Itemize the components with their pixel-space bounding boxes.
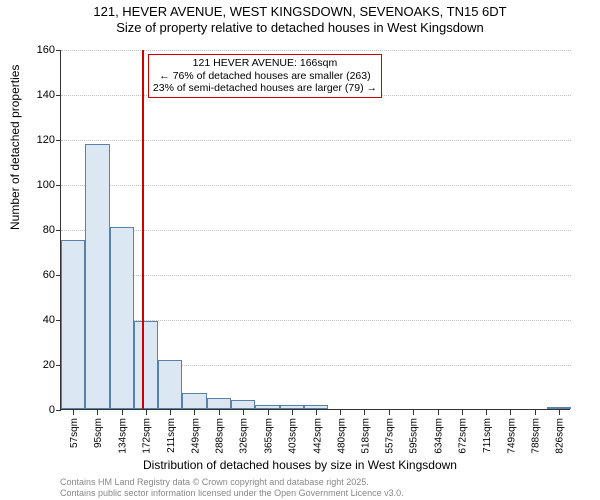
title-line2: Size of property relative to detached ho… xyxy=(0,20,600,36)
ytick-label: 140 xyxy=(0,89,55,101)
footer-line2: Contains public sector information licen… xyxy=(60,488,590,498)
title-line1: 121, HEVER AVENUE, WEST KINGSDOWN, SEVEN… xyxy=(0,4,600,20)
gridline xyxy=(61,50,571,51)
gridline xyxy=(61,140,571,141)
ytick-label: 160 xyxy=(0,44,55,56)
histogram-bar xyxy=(134,321,159,409)
xtick-mark xyxy=(364,410,365,415)
ytick-label: 80 xyxy=(0,224,55,236)
ytick-label: 60 xyxy=(0,269,55,281)
annotation-line3: 23% of semi-detached houses are larger (… xyxy=(153,82,377,95)
title-block: 121, HEVER AVENUE, WEST KINGSDOWN, SEVEN… xyxy=(0,0,600,35)
annotation-box: 121 HEVER AVENUE: 166sqm← 76% of detache… xyxy=(148,54,382,98)
xtick-mark xyxy=(510,410,511,415)
footer-line1: Contains HM Land Registry data © Crown c… xyxy=(60,477,590,487)
histogram-bar xyxy=(280,405,304,410)
xtick-mark xyxy=(316,410,317,415)
x-axis-label: Distribution of detached houses by size … xyxy=(0,458,600,472)
xtick-mark xyxy=(194,410,195,415)
xtick-mark xyxy=(170,410,171,415)
xtick-mark xyxy=(486,410,487,415)
gridline xyxy=(61,185,571,186)
ytick-mark xyxy=(56,185,61,186)
ytick-mark xyxy=(56,50,61,51)
annotation-line2: ← 76% of detached houses are smaller (26… xyxy=(153,70,377,83)
ytick-mark xyxy=(56,95,61,96)
ytick-mark xyxy=(56,410,61,411)
xtick-mark xyxy=(438,410,439,415)
histogram-bar xyxy=(255,405,280,410)
histogram-bar xyxy=(182,393,207,409)
xtick-mark xyxy=(146,410,147,415)
xtick-mark xyxy=(535,410,536,415)
xtick-mark xyxy=(292,410,293,415)
histogram-bar xyxy=(110,227,134,409)
xtick-mark xyxy=(559,410,560,415)
xtick-mark xyxy=(243,410,244,415)
xtick-mark xyxy=(73,410,74,415)
chart-area: 121 HEVER AVENUE: 166sqm← 76% of detache… xyxy=(60,50,570,410)
histogram-bar xyxy=(231,400,255,409)
histogram-bar xyxy=(85,144,110,410)
gridline xyxy=(61,230,571,231)
ytick-label: 120 xyxy=(0,134,55,146)
histogram-bar xyxy=(304,405,329,410)
ytick-mark xyxy=(56,230,61,231)
gridline xyxy=(61,275,571,276)
xtick-mark xyxy=(389,410,390,415)
histogram-bar xyxy=(547,407,571,409)
xtick-mark xyxy=(462,410,463,415)
footer: Contains HM Land Registry data © Crown c… xyxy=(60,477,590,498)
marker-line xyxy=(142,50,144,409)
xtick-mark xyxy=(122,410,123,415)
ytick-label: 100 xyxy=(0,179,55,191)
xtick-mark xyxy=(340,410,341,415)
histogram-bar xyxy=(158,360,182,410)
ytick-label: 40 xyxy=(0,314,55,326)
histogram-bar xyxy=(61,240,85,409)
ytick-label: 0 xyxy=(0,404,55,416)
xtick-mark xyxy=(268,410,269,415)
xtick-mark xyxy=(219,410,220,415)
annotation-line1: 121 HEVER AVENUE: 166sqm xyxy=(153,57,377,70)
ytick-mark xyxy=(56,140,61,141)
xtick-mark xyxy=(413,410,414,415)
chart-container: 121, HEVER AVENUE, WEST KINGSDOWN, SEVEN… xyxy=(0,0,600,500)
histogram-bar xyxy=(207,398,231,409)
plot: 121 HEVER AVENUE: 166sqm← 76% of detache… xyxy=(60,50,570,410)
xtick-mark xyxy=(97,410,98,415)
ytick-label: 20 xyxy=(0,359,55,371)
